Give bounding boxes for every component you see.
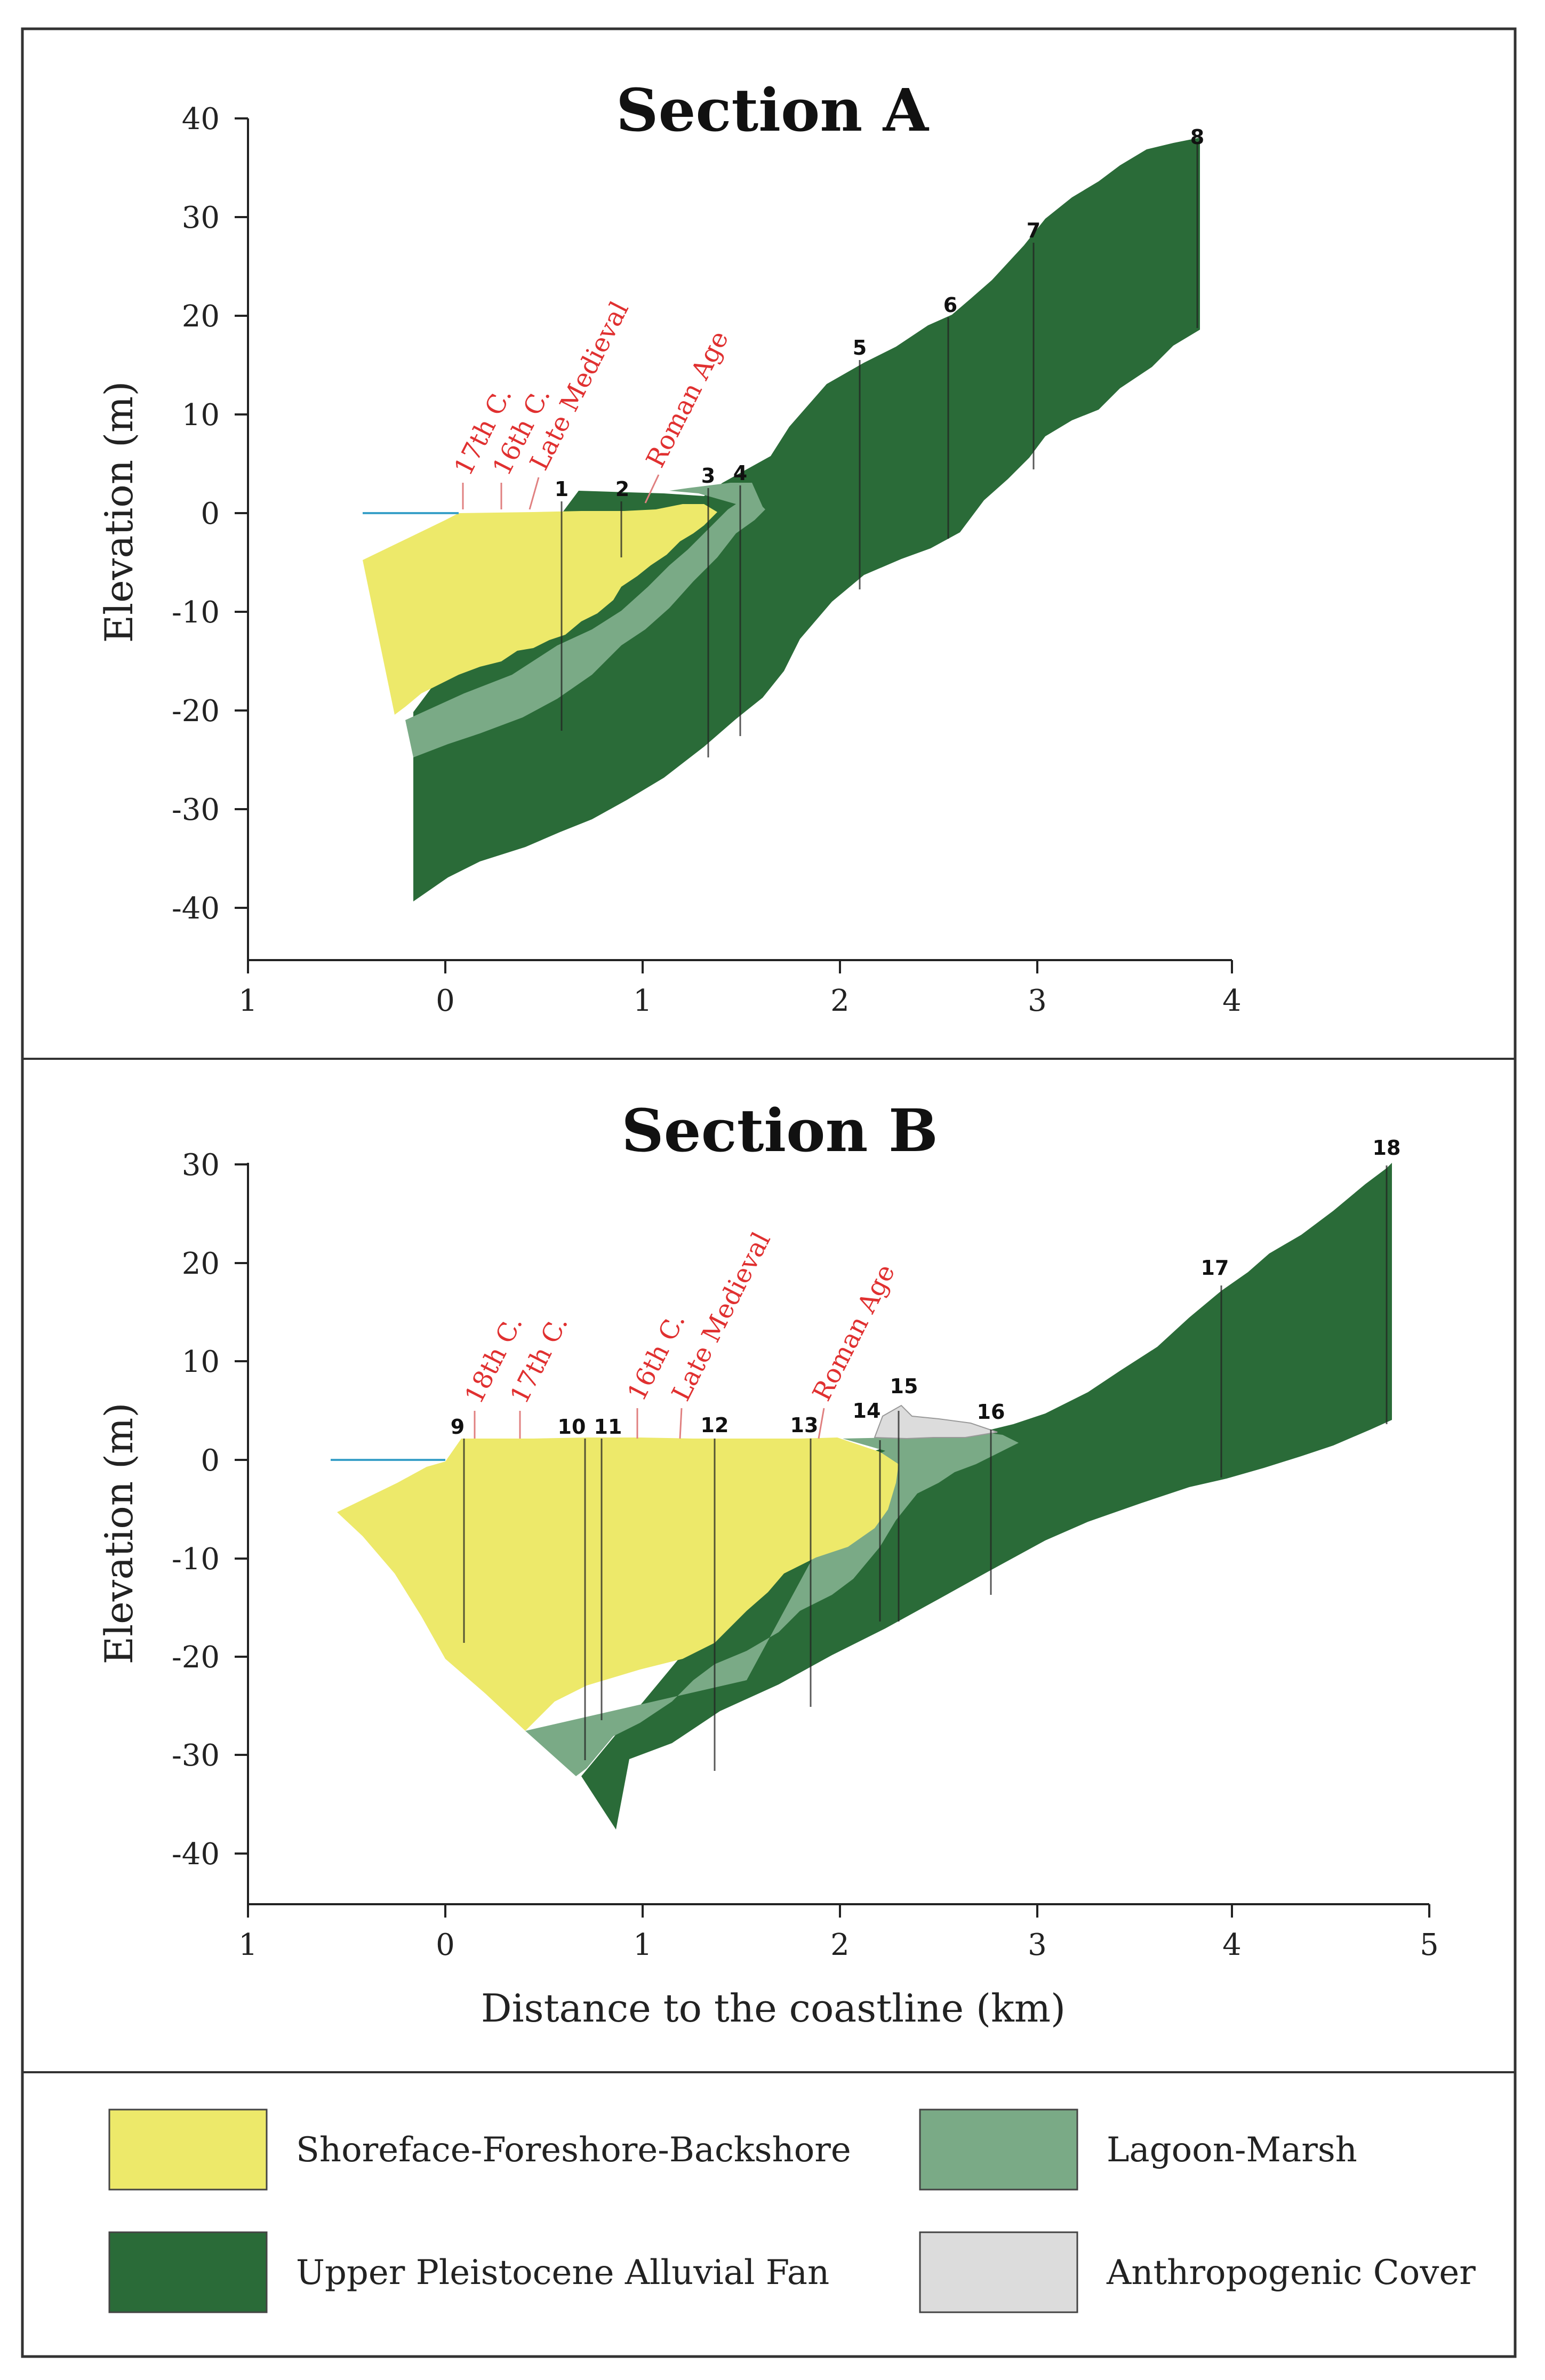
section-b-y-tick-labels: 30 20 10 0 -10 -20 -30 -40 <box>172 1148 220 1872</box>
core-label-6: 6 <box>943 293 957 317</box>
x-tick-label-4-b: 4 <box>1222 1928 1242 1962</box>
core-label-18: 18 <box>1373 1136 1401 1160</box>
x-tick-label-1: 1 <box>633 984 652 1018</box>
y-tick-label-30-b: 30 <box>182 1148 220 1183</box>
y-tick-label-20: 20 <box>182 299 220 334</box>
core-label-11: 11 <box>594 1415 622 1439</box>
core-label-8: 8 <box>1190 125 1204 149</box>
section-b-x-axis-title: Distance to the coastline (km) <box>481 1986 1066 2031</box>
section-b-y-ticks <box>235 1163 248 1855</box>
x-tick-label-0: 0 <box>436 984 455 1018</box>
core-label-1: 1 <box>555 477 569 501</box>
age-tick-roman-age-b <box>818 1408 825 1439</box>
y-tick-label-0-b: 0 <box>201 1443 220 1478</box>
section-b-y-axis-title: Elevation (m) <box>97 1403 141 1665</box>
section-a-y-tick-labels: 40 30 20 10 0 -10 -20 -30 -40 <box>172 102 220 926</box>
x-tick-label-5-b: 5 <box>1420 1928 1439 1962</box>
section-b-alluvial-fan-unit <box>581 1163 1392 1830</box>
section-b-anthropogenic-cover-unit <box>874 1404 998 1440</box>
y-tick-label-minus-30-b: -30 <box>172 1738 220 1773</box>
legend-label-shoreface: Shoreface-Foreshore-Backshore <box>296 2130 851 2170</box>
core-label-2: 2 <box>615 477 629 501</box>
section-a-x-tick-labels: 1 0 1 2 3 4 <box>238 984 1242 1018</box>
legend-item-shoreface: Shoreface-Foreshore-Backshore <box>108 2109 851 2191</box>
section-a-lagoon-marsh-unit <box>405 483 765 757</box>
x-tick-label-1-left-b: 1 <box>238 1928 258 1962</box>
x-tick-label-4: 4 <box>1222 984 1242 1018</box>
y-tick-label-minus-20-b: -20 <box>172 1640 220 1675</box>
legend-item-anthropogenic: Anthropogenic Cover <box>919 2231 1476 2313</box>
section-a-y-ticks <box>235 117 248 909</box>
core-label-14: 14 <box>853 1399 881 1423</box>
x-tick-label-1-left: 1 <box>238 984 258 1018</box>
x-tick-label-3: 3 <box>1028 984 1047 1018</box>
core-label-7: 7 <box>1027 219 1040 242</box>
section-a-shoreface-unit <box>363 504 717 715</box>
legend-item-alluvial-fan: Upper Pleistocene Alluvial Fan <box>108 2231 829 2313</box>
section-a-alluvial-fan-unit <box>413 138 1200 901</box>
section-a-title: Section A <box>616 76 930 145</box>
y-tick-label-10: 10 <box>182 398 220 433</box>
section-b-lagoon-marsh-unit <box>525 1429 1019 1776</box>
y-tick-label-minus-40: -40 <box>172 891 220 926</box>
y-tick-label-minus-10: -10 <box>172 595 220 630</box>
section-b-x-ticks <box>247 1904 1430 1918</box>
core-label-16: 16 <box>977 1400 1005 1424</box>
core-label-10: 10 <box>558 1415 586 1439</box>
core-label-13: 13 <box>790 1413 819 1437</box>
x-tick-label-0-b: 0 <box>436 1928 455 1962</box>
core-label-4: 4 <box>733 461 747 485</box>
y-tick-label-0: 0 <box>201 497 220 531</box>
core-label-17: 17 <box>1201 1256 1229 1280</box>
core-label-3: 3 <box>701 464 715 488</box>
section-a-axes <box>247 118 1232 961</box>
section-a: Section A 1 2 3 4 5 6 7 8 <box>97 76 1242 1018</box>
section-b-core-lines <box>463 1165 1388 1771</box>
section-a-core-labels: 1 2 3 4 5 6 7 8 <box>555 125 1204 501</box>
legend-swatch-lagoon-marsh <box>919 2109 1078 2191</box>
y-tick-label-20-b: 20 <box>182 1247 220 1281</box>
age-tick-roman-age <box>644 474 660 504</box>
section-b-core-labels: 9 10 11 12 13 14 15 16 17 18 <box>451 1136 1401 1439</box>
core-label-9: 9 <box>451 1415 465 1439</box>
y-tick-label-40: 40 <box>182 102 220 137</box>
legend-swatch-anthropogenic <box>919 2231 1078 2313</box>
x-tick-label-1-b: 1 <box>633 1928 652 1962</box>
section-a-x-ticks <box>247 960 1233 973</box>
legend-label-lagoon-marsh: Lagoon-Marsh <box>1107 2130 1357 2170</box>
y-tick-label-minus-20: -20 <box>172 694 220 729</box>
x-tick-label-3-b: 3 <box>1028 1928 1047 1962</box>
age-tick-late-medieval-b <box>679 1408 683 1439</box>
section-b-title: Section B <box>621 1096 938 1165</box>
section-a-y-axis-title: Elevation (m) <box>97 381 141 643</box>
y-tick-label-30: 30 <box>182 201 220 235</box>
x-tick-label-2-b: 2 <box>830 1928 850 1962</box>
core-label-5: 5 <box>853 336 867 360</box>
y-tick-label-10-b: 10 <box>182 1345 220 1379</box>
legend-swatch-alluvial-fan <box>108 2231 268 2313</box>
age-tick-late-medieval <box>529 477 540 510</box>
y-tick-label-minus-10-b: -10 <box>172 1542 220 1577</box>
x-tick-label-2: 2 <box>830 984 850 1018</box>
section-b-x-tick-labels: 1 0 1 2 3 4 5 <box>238 1928 1439 1962</box>
figure-frame <box>21 27 1517 2358</box>
legend-label-anthropogenic: Anthropogenic Cover <box>1106 2253 1476 2293</box>
y-tick-label-minus-40-b: -40 <box>172 1837 220 1872</box>
section-b-shoreface-unit <box>337 1437 899 1731</box>
legend-swatch-shoreface <box>108 2109 268 2191</box>
y-tick-label-minus-30: -30 <box>172 793 220 827</box>
legend: Shoreface-Foreshore-Backshore Lagoon-Mar… <box>108 2109 1476 2313</box>
legend-item-lagoon-marsh: Lagoon-Marsh <box>919 2109 1357 2191</box>
core-label-12: 12 <box>701 1413 729 1437</box>
section-a-core-lines <box>561 143 1198 757</box>
core-label-15: 15 <box>890 1375 918 1398</box>
section-b: Section B 9 10 11 12 13 14 15 <box>97 1096 1439 2031</box>
legend-label-alluvial-fan: Upper Pleistocene Alluvial Fan <box>296 2253 829 2293</box>
